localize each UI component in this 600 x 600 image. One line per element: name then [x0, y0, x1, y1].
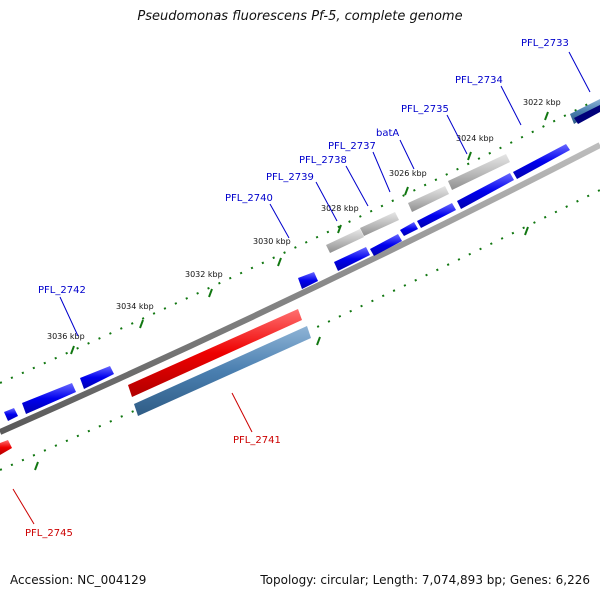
major-ticks	[34, 111, 549, 471]
gene-small-fwd	[4, 408, 18, 421]
major-tick	[34, 461, 39, 471]
gene-pfl-2735	[457, 173, 514, 209]
major-tick	[524, 226, 529, 236]
gene-label-pfl-2737: PFL_2737	[328, 141, 376, 152]
tick-labels: 3022 kbp 3024 kbp 3026 kbp 3028 kbp 3030…	[47, 98, 561, 341]
major-tick	[139, 319, 144, 329]
forward-genes[interactable]	[4, 99, 600, 421]
tick-label: 3028 kbp	[321, 204, 359, 213]
gene-pfl-2741-steel	[134, 326, 311, 416]
gene-label-pfl-2741: PFL_2741	[233, 435, 281, 446]
reverse-genes[interactable]	[0, 309, 311, 455]
genome-backbone	[0, 142, 600, 435]
gene-label-pfl-2734: PFL_2734	[455, 75, 503, 86]
gene-pfl-2742b	[22, 383, 76, 414]
tick-label: 3030 kbp	[253, 237, 291, 246]
gene-rna-grey-3	[360, 212, 399, 236]
major-tick	[337, 224, 342, 234]
major-tick	[404, 186, 409, 196]
gene-labels: PFL_2733 PFL_2734 PFL_2735 batA PFL_2737…	[25, 38, 569, 539]
tick-label: 3022 kbp	[523, 98, 561, 107]
gene-label-pfl-2742: PFL_2742	[38, 285, 86, 296]
gene-pfl-2739	[334, 247, 370, 271]
tick-label: 3032 kbp	[185, 270, 223, 279]
gene-label-pfl-2740: PFL_2740	[225, 193, 273, 204]
gene-pfl-2733-dark	[574, 105, 600, 124]
gene-pfl-2745	[0, 440, 12, 455]
gene-pfl-2738	[370, 234, 402, 256]
gene-label-pfl-2745: PFL_2745	[25, 528, 73, 539]
gene-pfl-2734	[513, 144, 570, 179]
gene-label-pfl-2739: PFL_2739	[266, 172, 314, 183]
tick-label: 3034 kbp	[116, 302, 154, 311]
accession-text: Accession: NC_004129	[10, 573, 147, 587]
tick-label: 3036 kbp	[47, 332, 85, 341]
gene-pfl-2740	[298, 272, 318, 289]
gene-label-pfl-2735: PFL_2735	[401, 104, 449, 115]
major-tick	[70, 345, 75, 355]
gene-pfl-2741	[128, 309, 302, 397]
gene-bata	[417, 203, 456, 228]
major-tick	[208, 288, 213, 298]
genome-summary-text: Topology: circular; Length: 7,074,893 bp…	[260, 573, 590, 587]
major-tick	[467, 151, 472, 161]
gene-label-bata: batA	[376, 128, 399, 139]
gene-label-pfl-2738: PFL_2738	[299, 155, 347, 166]
major-tick	[544, 111, 549, 121]
gene-rna-grey-2	[408, 186, 449, 212]
major-tick	[316, 336, 321, 346]
leader-lines	[12, 51, 591, 525]
major-tick	[277, 257, 282, 267]
map-title: Pseudomonas fluorescens Pf-5, complete g…	[137, 9, 463, 24]
gene-label-pfl-2733: PFL_2733	[521, 38, 569, 49]
gene-rna-grey-1	[448, 154, 510, 190]
tick-label: 3024 kbp	[456, 134, 494, 143]
gene-pfl-2737	[400, 222, 418, 236]
gene-rna-grey-4	[326, 229, 364, 253]
gene-pfl-2742a	[80, 366, 114, 389]
tick-label: 3026 kbp	[389, 169, 427, 178]
